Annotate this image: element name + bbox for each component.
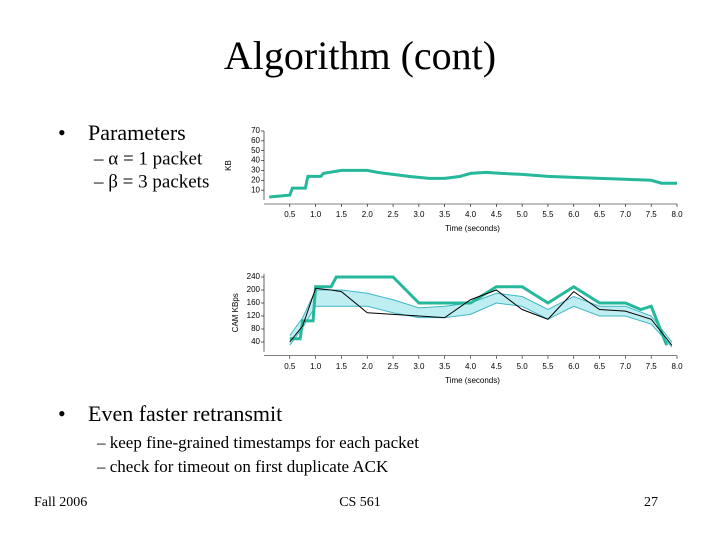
x-tick-label: 1.0 [310,362,322,371]
footer-center: CS 561 [339,495,381,510]
bullet-marker: • [58,120,66,145]
x-tick-label: 6.0 [568,362,580,371]
x-tick-label: 4.0 [465,210,477,219]
x-tick-label: 2.5 [388,362,400,371]
x-tick-label: 2.0 [362,362,374,371]
series-line [289,275,669,346]
x-tick-label: 8.0 [671,362,683,371]
y-tick-label: 60 [251,136,260,145]
x-tick-label: 2.0 [362,210,374,219]
x-tick-label: 5.5 [542,362,554,371]
x-tick-label: 8.0 [671,210,683,219]
x-tick-label: 1.5 [336,210,348,219]
footer-left: Fall 2006 [34,495,87,510]
band-lower [289,302,673,348]
y-tick-label: 70 [251,126,260,135]
band-fill [289,290,672,347]
x-tick-label: 2.5 [388,210,400,219]
x-tick-label: 7.0 [620,210,632,219]
y-tick-label: 50 [251,146,260,155]
y-tick-label: 10 [251,185,260,194]
x-axis-label: Time (seconds) [445,376,500,385]
x-tick-label: 3.5 [439,210,451,219]
x-tick-label: 3.0 [413,210,425,219]
x-tick-label: 4.5 [491,362,503,371]
x-tick-label: 7.5 [646,210,658,219]
y-tick-label: 20 [251,175,260,184]
x-tick-label: 5.0 [517,210,529,219]
x-tick-label: 5.5 [542,210,554,219]
x-tick-label: 0.5 [284,210,296,219]
bullet: Parameters [88,120,186,145]
sub-bullet: – check for timeout on first duplicate A… [96,457,389,476]
y-tick-label: 40 [251,156,260,165]
x-tick-label: 3.5 [439,362,451,371]
x-tick-label: 1.0 [310,210,322,219]
y-axis-label: KB [224,160,233,171]
y-tick-label: 40 [251,337,260,346]
y-tick-label: 80 [251,324,260,333]
bullet: Even faster retransmit [88,401,282,426]
x-tick-label: 5.0 [517,362,529,371]
y-tick-label: 120 [247,311,261,320]
x-tick-label: 7.0 [620,362,632,371]
x-tick-label: 1.5 [336,362,348,371]
sub-bullet: – keep fine-grained timestamps for each … [96,433,419,452]
sub-bullet: – β = 3 packets [93,171,209,192]
series-line [269,168,677,199]
footer-right: 27 [644,495,658,510]
series-line [289,287,673,346]
y-tick-label: 240 [247,272,261,281]
x-tick-label: 4.5 [491,210,503,219]
x-axis-label: Time (seconds) [445,224,500,233]
x-tick-label: 6.5 [594,362,606,371]
bullet-marker: • [58,401,66,426]
y-tick-label: 30 [251,166,260,175]
x-tick-label: 7.5 [646,362,658,371]
x-tick-label: 4.0 [465,362,477,371]
x-tick-label: 3.0 [413,362,425,371]
y-axis-label: CAM KBps [231,293,240,332]
slide-title: Algorithm (cont) [224,33,496,78]
sub-bullet: – α = 1 packet [93,148,203,169]
y-tick-label: 200 [247,285,261,294]
x-tick-label: 6.5 [594,210,606,219]
x-tick-label: 0.5 [284,362,296,371]
y-tick-label: 160 [247,298,261,307]
x-tick-label: 6.0 [568,210,580,219]
